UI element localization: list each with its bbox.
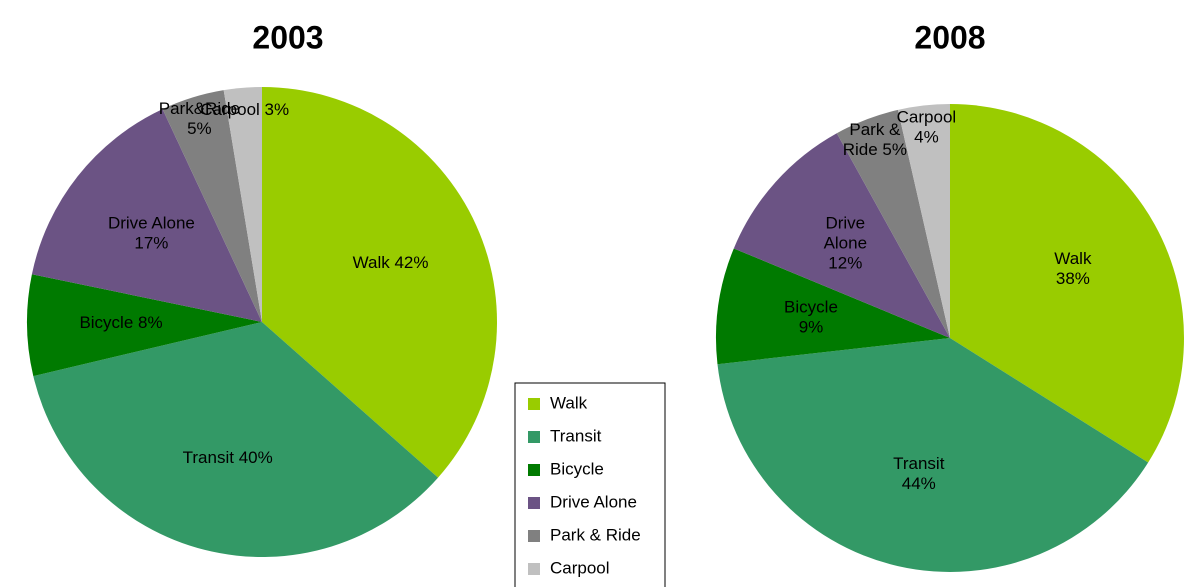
pie-slice xyxy=(262,87,497,478)
data-label: Bicycle 9% xyxy=(784,298,838,337)
pie-slice xyxy=(897,104,950,338)
data-label: Carpool 3% xyxy=(200,101,289,120)
data-label: Park & Ride 5% xyxy=(843,121,907,160)
data-label: Transit 44% xyxy=(893,454,945,493)
legend-label: Transit xyxy=(550,426,602,445)
data-label: Park&Ride 5% xyxy=(159,99,240,138)
pie-slice xyxy=(33,322,439,557)
pie-slice xyxy=(223,87,262,322)
legend-swatch xyxy=(528,464,540,476)
legend-label: Carpool xyxy=(550,558,610,577)
pie-slice xyxy=(162,90,262,322)
data-label: Transit 40% xyxy=(183,448,273,467)
legend-label: Bicycle xyxy=(550,459,604,478)
legend-swatch xyxy=(528,398,540,410)
pie-slice xyxy=(716,248,950,365)
pie-slice xyxy=(950,104,1184,463)
pie-slice xyxy=(27,274,263,377)
data-label: Bicycle 8% xyxy=(79,313,162,332)
legend-swatch xyxy=(528,563,540,575)
pie-slice xyxy=(31,109,263,322)
legend-swatch xyxy=(528,497,540,509)
legend-label: Park & Ride xyxy=(550,525,641,544)
data-label: Drive Alone 12% xyxy=(824,214,867,273)
legend-label: Walk xyxy=(550,393,588,412)
data-label: Walk 38% xyxy=(1054,250,1092,289)
legend-label: Drive Alone xyxy=(550,492,637,511)
pie-slice xyxy=(717,338,1149,572)
chart-title: 2003 xyxy=(252,19,323,55)
legend-box xyxy=(514,382,666,587)
chart-title: 2008 xyxy=(914,19,985,55)
data-label: Drive Alone 17% xyxy=(108,214,195,253)
data-label: Walk 42% xyxy=(353,254,429,273)
pie-slice xyxy=(836,109,950,338)
data-label: Carpool 4% xyxy=(897,108,957,147)
legend-swatch xyxy=(528,530,540,542)
pie-slice xyxy=(733,133,950,338)
legend-swatch xyxy=(528,431,540,443)
